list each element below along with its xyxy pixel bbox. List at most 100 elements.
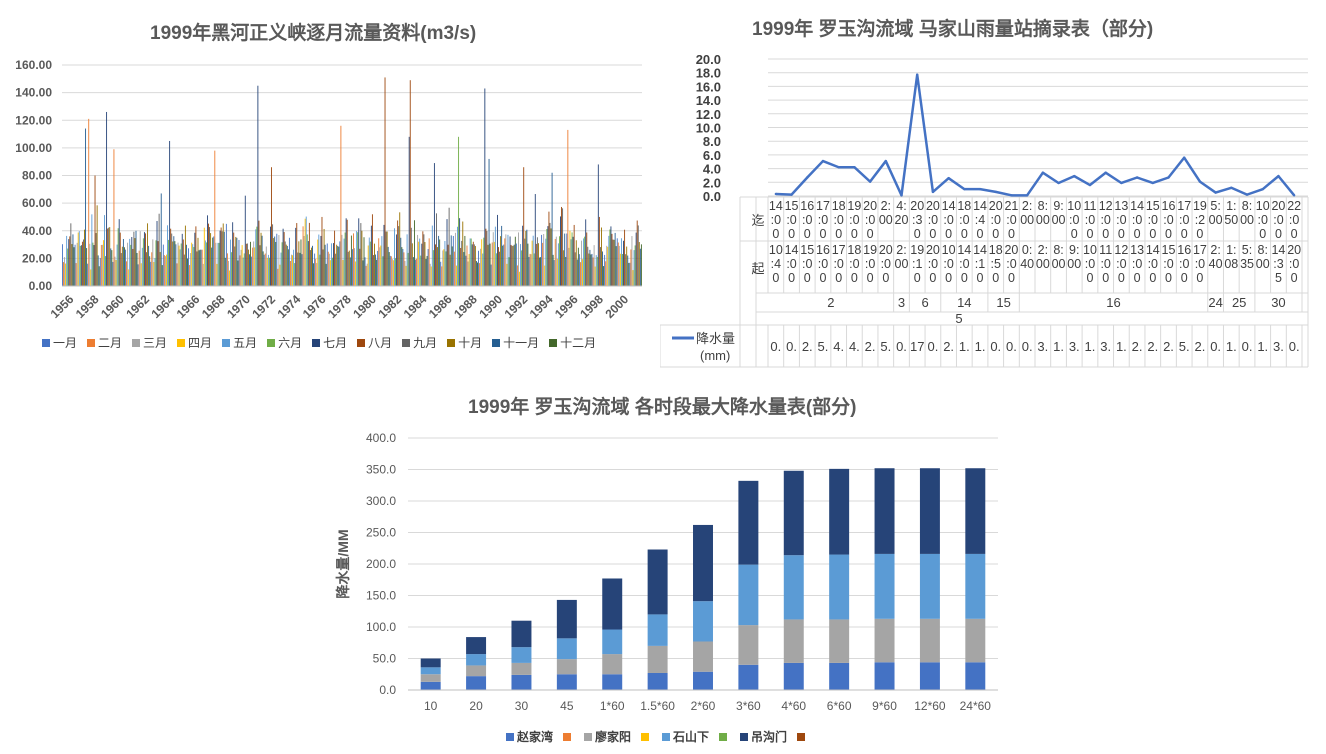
bar-1992-m1	[515, 243, 517, 286]
x-tick-label: 2*60	[691, 699, 716, 713]
value-cell: 5.	[880, 339, 891, 354]
bar-1989-m11	[488, 158, 490, 286]
bar-1965-m5	[179, 249, 181, 286]
start-time-cell: 13:0 0	[1130, 243, 1144, 285]
bar-1962-m2	[138, 250, 140, 286]
start-time-cell: 14:0 0	[957, 243, 971, 285]
bar-1977-m4	[329, 260, 331, 286]
bar-2001-m9	[637, 225, 639, 286]
bar-1956-m9	[70, 223, 72, 286]
start-time-cell: 18:5 0	[989, 243, 1003, 285]
x-tick-label: 20	[469, 699, 483, 713]
bar-1988-m9	[473, 244, 475, 286]
value-cell: 0.	[1242, 339, 1253, 354]
bar-1992-m6	[521, 250, 523, 286]
bar-1961-m3	[127, 242, 129, 286]
bar-1960-m10	[121, 246, 123, 286]
bar-1960-m12	[123, 247, 125, 286]
bar-1975-m11	[312, 245, 313, 286]
bar-1990-m10	[500, 236, 502, 286]
bar-1961-m6	[130, 244, 132, 286]
bar-1972-m6	[268, 257, 270, 286]
y-tick-label: 50.0	[373, 652, 397, 666]
stacked-bar-segment	[511, 647, 532, 663]
bar-2001-m3	[631, 236, 633, 286]
stacked-bar-segment	[466, 665, 487, 677]
bar-1962-m6	[142, 238, 144, 286]
bar-1977-m5	[330, 243, 332, 286]
bar-1981-m9	[385, 231, 387, 286]
bar-1981-m7	[383, 224, 385, 286]
stacked-bar-segment	[738, 564, 759, 626]
bar-1971-m2	[252, 247, 254, 286]
bar-1964-m5	[167, 225, 168, 286]
bar-1993-m8	[535, 243, 537, 286]
bar-1967-m9	[209, 227, 211, 286]
bar-1970-m2	[239, 255, 241, 286]
legend-item: 石山下	[662, 728, 709, 745]
bar-1996-m12	[577, 247, 579, 286]
bar-1966-m4	[191, 242, 193, 286]
series-unit: (mm)	[700, 348, 730, 363]
bar-1984-m11	[425, 259, 427, 286]
bar-1975-m2	[302, 226, 304, 286]
bar-1963-m2	[151, 252, 153, 286]
start-time-cell: 14:3 5	[1271, 243, 1285, 285]
stacked-bar-segment	[511, 620, 532, 648]
y-tick-label: 0.00	[29, 279, 53, 293]
x-tick-label: 1986	[426, 292, 455, 321]
bar-1972-m8	[271, 167, 272, 286]
bar-1957-m1	[74, 244, 76, 286]
bar-1969-m2	[226, 253, 228, 286]
bar-1978-m1	[339, 241, 341, 286]
bar-1981-m10	[386, 231, 388, 286]
bar-1980-m12	[376, 259, 378, 286]
x-tick-label: 1980	[350, 292, 379, 321]
bar-1986-m5	[444, 241, 446, 286]
value-cell: 2.	[1132, 339, 1143, 354]
bar-1989-m1	[478, 250, 479, 286]
bar-1970-m3	[240, 249, 242, 286]
bar-1995-m11	[564, 233, 566, 286]
legend-swatch	[132, 338, 141, 347]
bar-1998-m3	[593, 245, 595, 286]
value-cell: 2.	[865, 339, 876, 354]
x-tick-label: 1.5*60	[640, 699, 675, 713]
end-time-cell: 18:0 0	[957, 199, 971, 241]
bar-1968-m8	[220, 227, 222, 286]
bar-1958-m12	[98, 266, 100, 286]
bar-2001-m6	[634, 245, 636, 286]
bar-1985-m2	[428, 238, 430, 286]
x-tick-label: 45	[560, 699, 574, 713]
bar-1997-m9	[587, 246, 589, 286]
bar-1989-m7	[484, 88, 486, 286]
bar-1977-m12	[338, 246, 340, 286]
value-cell: 0.	[1210, 339, 1221, 354]
bar-1999-m6	[609, 229, 611, 286]
bar-1977-m7	[333, 243, 334, 286]
bar-1974-m3	[291, 254, 292, 286]
bar-1984-m7	[421, 243, 423, 286]
bar-1994-m10	[550, 228, 552, 286]
end-time-cell: 11:0 0	[1083, 199, 1096, 241]
bar-1963-m12	[161, 265, 163, 286]
bar-2001-m8	[636, 220, 638, 286]
bar-2000-m8	[624, 229, 626, 286]
y-tick-label: 350.0	[366, 463, 396, 477]
value-cell: 2.	[943, 339, 954, 354]
bar-1957-m12	[86, 248, 88, 286]
series-name: 降水量	[696, 331, 735, 346]
start-time-cell: 15:0 0	[800, 243, 814, 285]
bar-1969-m12	[237, 260, 239, 286]
bar-1960-m4	[115, 260, 117, 286]
bar-1994-m9	[549, 222, 551, 286]
legend-item: 二月	[87, 334, 122, 351]
value-cell: 4.	[849, 339, 860, 354]
bar-1982-m12	[401, 247, 403, 286]
bar-1990-m5	[494, 226, 496, 286]
legend-item	[563, 732, 574, 741]
bar-1997-m8	[586, 232, 588, 286]
legend-item: 八月	[357, 334, 392, 351]
bar-1967-m4	[203, 227, 205, 286]
bar-1964-m11	[173, 236, 175, 286]
